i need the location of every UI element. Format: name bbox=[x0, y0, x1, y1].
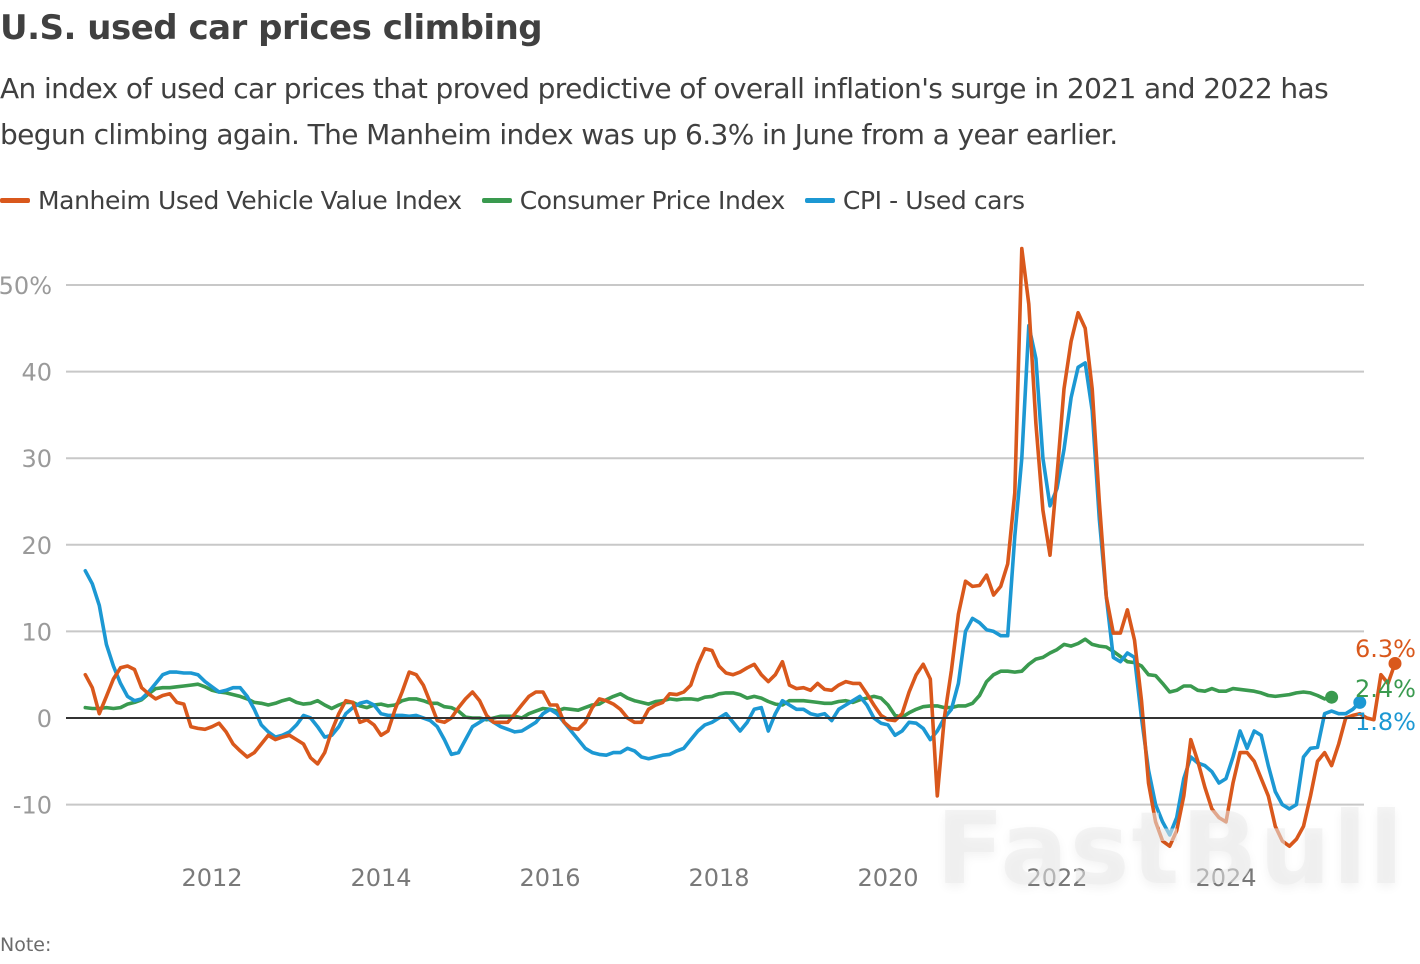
y-tick-label: 50% bbox=[0, 272, 52, 300]
series-lines bbox=[83, 246, 1397, 849]
x-tick-label: 2016 bbox=[519, 864, 580, 892]
x-tick-label: 2012 bbox=[181, 864, 242, 892]
legend-label-cpi-used-cars: CPI - Used cars bbox=[842, 186, 1025, 215]
end-markers: 6.3% 2.4% 1.8% bbox=[1325, 635, 1416, 736]
end-label-manheim: 6.3% bbox=[1355, 635, 1416, 663]
legend-swatch-cpi-used-cars bbox=[804, 198, 835, 203]
y-tick-label: 20 bbox=[21, 532, 52, 560]
legend-item-manheim: Manheim Used Vehicle Value Index bbox=[0, 186, 462, 215]
legend-label-cpi: Consumer Price Index bbox=[519, 186, 786, 215]
x-axis-ticks: 2012 2014 2016 2018 2020 2022 2024 bbox=[181, 864, 1256, 892]
y-tick-label: 10 bbox=[21, 618, 52, 646]
y-tick-label: -10 bbox=[13, 792, 52, 820]
x-tick-label: 2022 bbox=[1026, 864, 1087, 892]
y-axis-ticks: 50% 40 30 20 10 0 -10 bbox=[0, 272, 52, 820]
chart-title: U.S. used car prices climbing bbox=[0, 8, 543, 48]
y-tick-label: 30 bbox=[21, 445, 52, 473]
end-dot-cpi bbox=[1325, 690, 1339, 704]
chart-subtitle: An index of used car prices that proved … bbox=[0, 72, 1329, 151]
end-label-cpi-used-cars: 1.8% bbox=[1355, 708, 1416, 736]
x-tick-label: 2024 bbox=[1195, 864, 1256, 892]
x-tick-label: 2018 bbox=[688, 864, 749, 892]
legend-label-manheim: Manheim Used Vehicle Value Index bbox=[38, 186, 462, 215]
series-line-manheim bbox=[83, 246, 1397, 849]
y-tick-label: 0 bbox=[37, 705, 52, 733]
end-dot-cpi-used-cars bbox=[1353, 695, 1367, 709]
end-label-cpi: 2.4% bbox=[1355, 675, 1416, 703]
footnote: Note: bbox=[0, 934, 52, 956]
legend-item-cpi-used-cars: CPI - Used cars bbox=[804, 186, 1025, 215]
legend-swatch-manheim bbox=[0, 198, 30, 203]
series-line-cpi-used-cars bbox=[83, 323, 1362, 837]
y-tick-label: 40 bbox=[21, 359, 52, 387]
legend-swatch-cpi bbox=[481, 198, 512, 203]
legend-item-cpi: Consumer Price Index bbox=[481, 186, 786, 215]
legend: Manheim Used Vehicle Value Index Consume… bbox=[0, 186, 1045, 215]
gridlines bbox=[66, 284, 1364, 806]
x-tick-label: 2014 bbox=[350, 864, 411, 892]
x-tick-label: 2020 bbox=[857, 864, 918, 892]
end-dot-manheim bbox=[1388, 656, 1402, 670]
